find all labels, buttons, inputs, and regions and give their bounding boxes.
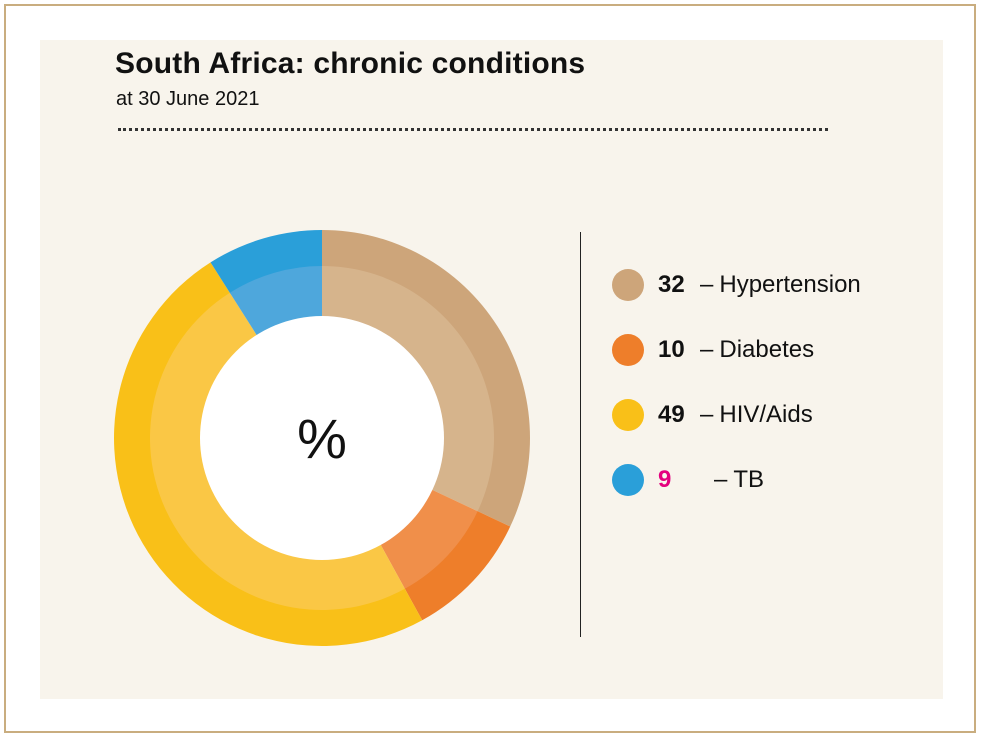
legend-swatch (612, 398, 644, 431)
donut-slice-tb (210, 230, 322, 294)
chart-title: South Africa: chronic conditions (115, 47, 586, 80)
legend-item-hypertension: 32 – Hypertension (612, 252, 932, 317)
legend-label: Diabetes (719, 335, 815, 363)
chart-subtitle: at 30 June 2021 (116, 88, 260, 110)
legend-value: 49 (658, 400, 685, 428)
legend-dash: – (700, 400, 714, 428)
donut-slice-inner-diabetes (380, 489, 478, 589)
legend-swatch (612, 463, 644, 496)
legend-label: HIV/Aids (719, 400, 813, 428)
legend-dash: – (700, 335, 714, 363)
legend-item-diabetes: 10 – Diabetes (612, 317, 932, 382)
donut-slice-inner-hiv-aids (150, 292, 405, 610)
legend-swatch (612, 333, 644, 366)
legend-value: 10 (658, 335, 685, 363)
legend-item-hiv-aids: 49 – HIV/Aids (612, 382, 932, 447)
legend-divider (580, 232, 581, 637)
donut-slice-diabetes (404, 510, 511, 621)
legend-label: Hypertension (719, 270, 861, 298)
donut-slice-hypertension (322, 230, 531, 527)
legend-label: TB (733, 465, 765, 493)
donut-outer-ring (113, 230, 531, 647)
donut-slice-inner-hypertension (322, 266, 494, 512)
donut-hole (200, 316, 444, 560)
dotted-divider (118, 128, 828, 131)
donut-slice-hiv-aids (113, 262, 423, 647)
legend-value: 32 (658, 270, 685, 298)
legend: 32 – Hypertension 10 – Diabetes 49 – HIV… (612, 252, 932, 512)
legend-dash: – (700, 270, 714, 298)
legend-item-tb: 9 – TB (612, 447, 932, 512)
center-percent-label: % (297, 407, 347, 470)
legend-dash: – (714, 465, 728, 493)
legend-value: 9 (658, 465, 672, 493)
legend-swatch (612, 268, 644, 301)
